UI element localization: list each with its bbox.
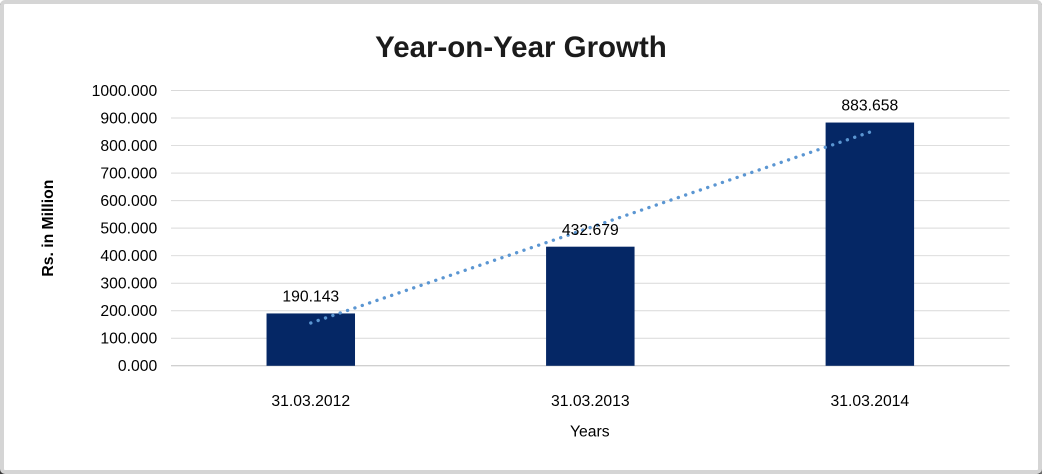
data-labels-group: 190.143 432.679 883.658 xyxy=(282,98,898,306)
y-tick-label: 800.000 xyxy=(100,138,157,155)
x-axis-title: Years xyxy=(570,424,610,441)
bar-value-label: 883.658 xyxy=(841,98,898,115)
chart-title: Year-on-Year Growth xyxy=(375,31,667,64)
category-label: 31.03.2014 xyxy=(831,393,910,410)
category-labels-group: 31.03.2012 31.03.2013 31.03.2014 xyxy=(271,393,909,410)
category-label: 31.03.2012 xyxy=(271,393,350,410)
y-tick-label: 400.000 xyxy=(100,248,157,265)
bars-group xyxy=(266,122,915,366)
y-tick-label: 0.000 xyxy=(118,358,158,375)
bar-value-label: 190.143 xyxy=(282,289,339,306)
y-axis-title: Rs. in Million xyxy=(40,180,57,277)
y-tick-label: 300.000 xyxy=(100,276,157,293)
bar xyxy=(825,122,915,366)
y-tick-label: 1000.000 xyxy=(92,83,158,100)
bar xyxy=(266,313,356,366)
bar-value-label: 432.679 xyxy=(562,222,619,239)
y-tick-labels-group: 0.000 100.000 200.000 300.000 400.000 500.000… xyxy=(92,83,158,375)
y-tick-label: 500.000 xyxy=(100,221,157,238)
y-tick-label: 700.000 xyxy=(100,166,157,183)
trendline-group xyxy=(309,130,872,325)
y-tick-label: 100.000 xyxy=(100,331,157,348)
y-tick-label: 600.000 xyxy=(100,193,157,210)
category-label: 31.03.2013 xyxy=(551,393,630,410)
y-tick-label: 900.000 xyxy=(100,110,157,127)
chart-plot-area: Year-on-Year Growth Rs. in Million Years… xyxy=(40,31,1010,441)
trendline xyxy=(309,130,872,325)
bar xyxy=(546,246,635,366)
y-tick-label: 200.000 xyxy=(100,303,157,320)
